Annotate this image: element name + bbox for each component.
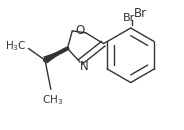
Polygon shape <box>43 48 67 64</box>
Text: O: O <box>75 24 85 37</box>
Text: N: N <box>80 60 88 73</box>
Text: CH$_3$: CH$_3$ <box>42 93 63 107</box>
Text: H$_3$C: H$_3$C <box>5 40 26 53</box>
Text: Br: Br <box>134 7 147 20</box>
Text: Br: Br <box>123 13 135 23</box>
